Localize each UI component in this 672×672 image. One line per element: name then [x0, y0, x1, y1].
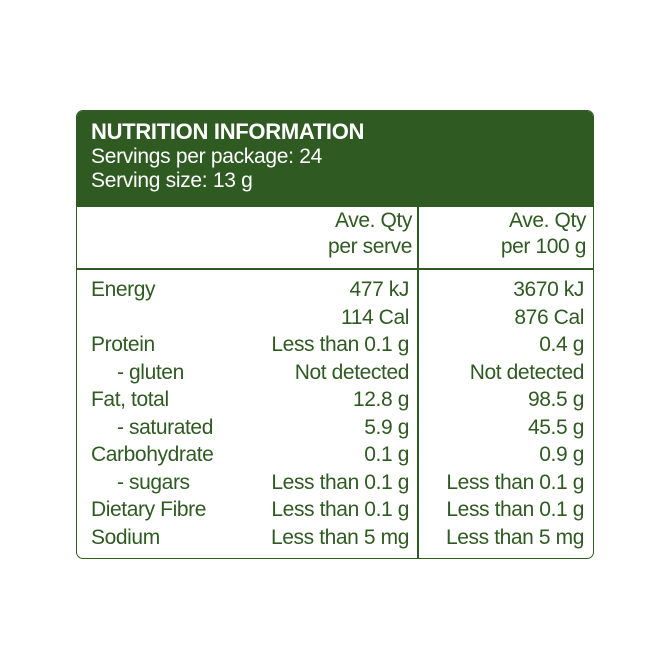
value-per-100g: Less than 5 mg: [446, 525, 584, 549]
column-divider: [417, 207, 419, 558]
table-row: - sugars Less than 0.1 g Less than 0.1 g: [77, 469, 593, 497]
value-per-100g: 45.5 g: [528, 415, 584, 439]
column-header-per-serve-line2: per serve: [328, 235, 412, 258]
value-per-serve: Less than 0.1 g: [271, 470, 409, 494]
value-per-100g: 876 Cal: [514, 305, 584, 329]
table-row: Dietary Fibre Less than 0.1 g Less than 0.…: [77, 496, 593, 524]
value-per-serve: 0.1 g: [364, 443, 409, 466]
panel-header: NUTRITION INFORMATION Servings per packa…: [77, 111, 593, 207]
nutrient-label: Dietary Fibre: [91, 498, 206, 521]
value-per-serve: 12.8 g: [353, 388, 409, 411]
nutrient-rows: Energy 477 kJ 3670 kJ 114 Cal 876 Cal Protein…: [77, 276, 593, 551]
nutrient-label: - sugars: [117, 470, 190, 494]
nutrient-label: Protein: [91, 333, 155, 356]
column-header-per-100g-line1: Ave. Qty: [509, 209, 586, 232]
table-row: Carbohydrate 0.1 g 0.9 g: [77, 441, 593, 469]
value-per-100g: Less than 0.1 g: [446, 498, 584, 521]
column-header-per-100g-line2: per 100 g: [500, 235, 587, 258]
column-header-per-100g: Ave. Qty per 100 g: [422, 208, 587, 260]
value-per-100g: 0.4 g: [539, 333, 584, 356]
nutrient-label: Sodium: [91, 525, 160, 549]
value-per-serve: Less than 5 mg: [271, 525, 409, 549]
table-row: Energy 477 kJ 3670 kJ: [77, 276, 593, 304]
serving-size: Serving size: 13 g: [91, 169, 253, 192]
column-header-per-serve: Ave. Qty per serve: [257, 208, 412, 260]
nutrient-label: Fat, total: [91, 388, 169, 411]
value-per-100g: Not detected: [469, 360, 585, 384]
table-row: Fat, total 12.8 g 98.5 g: [77, 386, 593, 414]
header-divider: [77, 268, 593, 270]
table-row: Protein Less than 0.1 g 0.4 g: [77, 331, 593, 359]
table-row: - gluten Not detected Not detected: [77, 359, 593, 387]
table-row: Sodium Less than 5 mg Less than 5 mg: [77, 524, 593, 552]
panel-title: NUTRITION INFORMATION: [91, 119, 365, 144]
servings-per-package: Servings per package: 24: [91, 145, 322, 168]
value-per-serve: Less than 0.1 g: [271, 333, 409, 356]
value-per-serve: 5.9 g: [364, 415, 409, 439]
value-per-100g: 98.5 g: [528, 388, 584, 411]
nutrient-label: - gluten: [117, 360, 184, 384]
value-per-serve: Not detected: [294, 360, 410, 384]
value-per-serve: 114 Cal: [340, 305, 409, 329]
nutrition-panel: NUTRITION INFORMATION Servings per packa…: [76, 110, 594, 559]
value-per-serve: Less than 0.1 g: [271, 498, 409, 521]
value-per-100g: 3670 kJ: [513, 278, 584, 301]
value-per-100g: 0.9 g: [539, 443, 584, 466]
nutrient-label: Energy: [91, 278, 156, 301]
nutrient-label: - saturated: [117, 415, 213, 439]
value-per-serve: 477 kJ: [349, 278, 410, 301]
table-row: - saturated 5.9 g 45.5 g: [77, 414, 593, 442]
nutrient-label: Carbohydrate: [91, 443, 214, 466]
table-row: 114 Cal 876 Cal: [77, 304, 593, 332]
column-header-per-serve-line1: Ave. Qty: [335, 209, 412, 232]
value-per-100g: Less than 0.1 g: [446, 470, 584, 494]
